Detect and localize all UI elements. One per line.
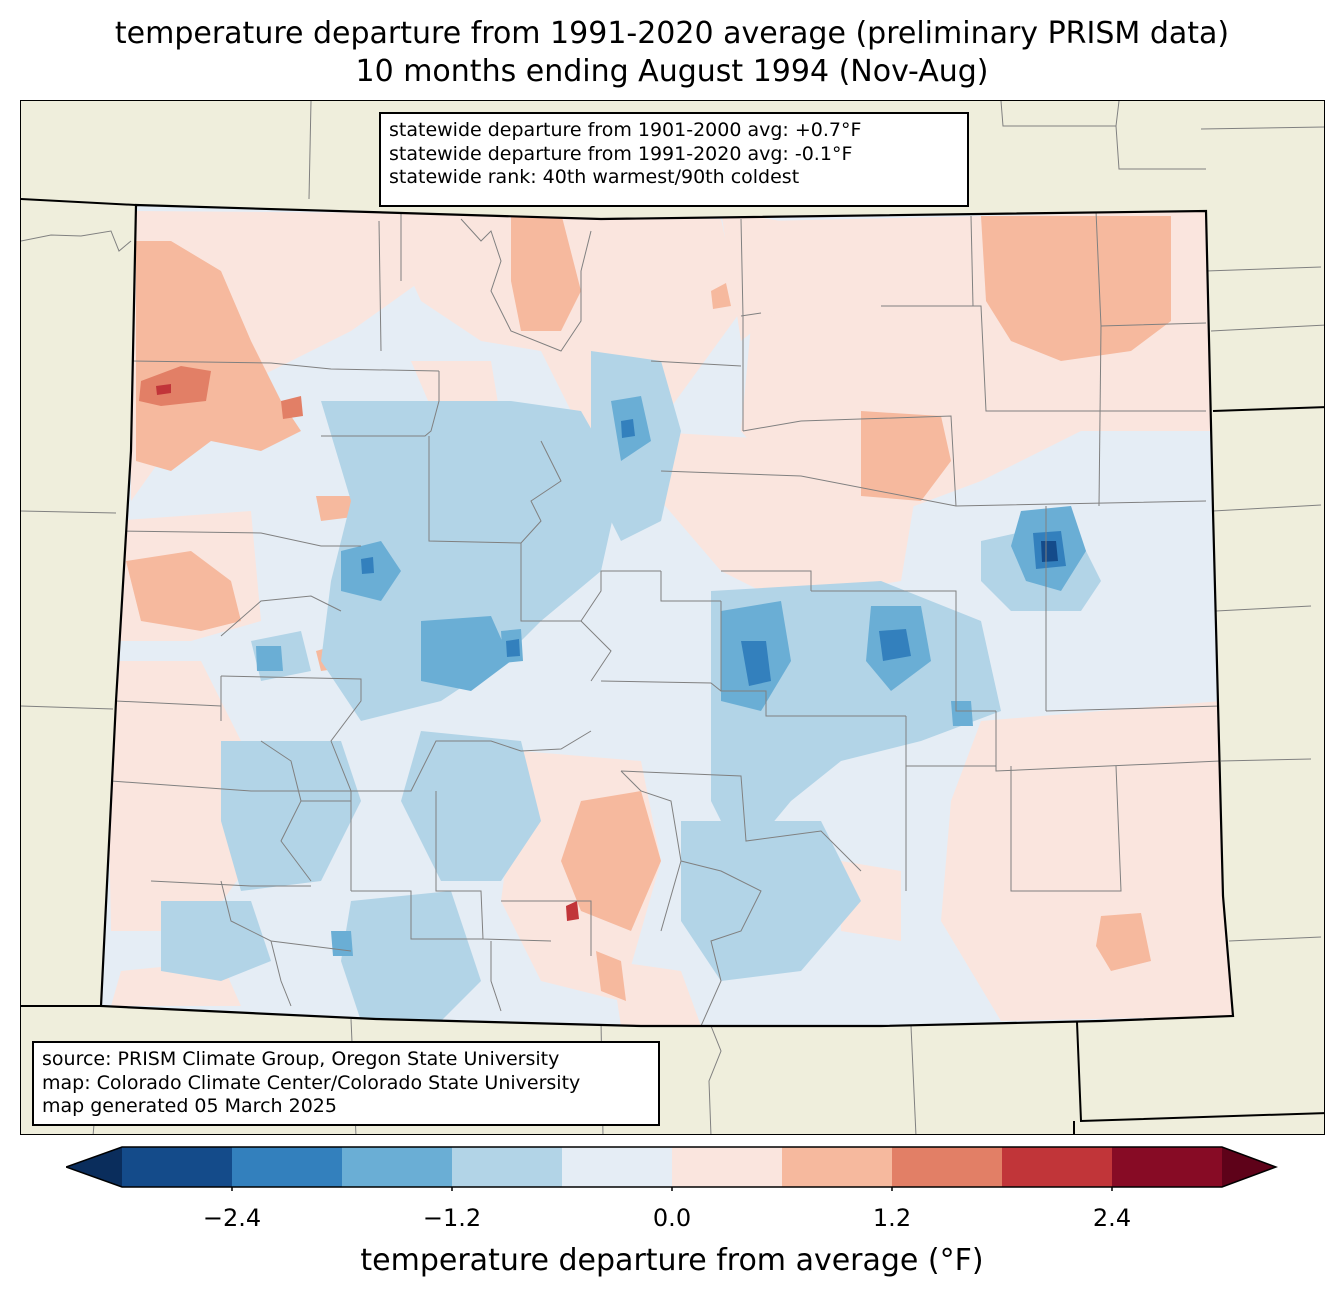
colorbar-segment — [892, 1147, 1002, 1187]
stats-departure-1991-2020: statewide departure from 1991-2020 avg: … — [389, 142, 853, 165]
colorbar-segment — [782, 1147, 892, 1187]
colorbar-tick-label: 1.2 — [872, 1204, 912, 1232]
statewide-stats-box: statewide departure from 1901-2000 avg: … — [379, 112, 969, 207]
colorbar-segment — [232, 1147, 342, 1187]
colorbar-tick-label: −2.4 — [202, 1204, 262, 1232]
map-title-line2: 10 months ending August 1994 (Nov-Aug) — [355, 54, 989, 89]
colorbar-segment — [1002, 1147, 1112, 1187]
map-title-line1: temperature departure from 1991-2020 ave… — [114, 16, 1230, 51]
source-credits-box: source: PRISM Climate Group, Oregon Stat… — [32, 1041, 660, 1126]
colorbar-label: temperature departure from average (°F) — [360, 1243, 984, 1278]
colorado-state-border — [99, 203, 1235, 1028]
colorado-map — [21, 101, 1324, 1134]
colorbar-segment — [342, 1147, 452, 1187]
colorbar-tick-label: 0.0 — [652, 1204, 692, 1232]
colorbar-tick-label: −1.2 — [422, 1204, 482, 1232]
colorbar-over-extension — [1222, 1147, 1276, 1187]
colorbar — [66, 1146, 1278, 1191]
map-credit-line: map: Colorado Climate Center/Colorado St… — [42, 1071, 581, 1094]
neighbor-state-borders — [21, 198, 1324, 1134]
stats-rank: statewide rank: 40th warmest/90th coldes… — [389, 166, 800, 188]
colorbar-outline — [66, 1146, 1278, 1188]
colorbar-segment — [562, 1147, 672, 1187]
colorbar-segment — [122, 1147, 232, 1187]
colorbar-segment — [672, 1147, 782, 1187]
stats-departure-1901-2000: statewide departure from 1901-2000 avg: … — [389, 119, 862, 141]
temperature-departure-field — [101, 205, 1233, 1026]
colorbar-segment — [1112, 1147, 1222, 1187]
colorbar-tick-label: 2.4 — [1092, 1204, 1132, 1232]
map-panel: statewide departure from 1901-2000 avg: … — [20, 100, 1325, 1135]
map-generated-line: map generated 05 March 2025 — [42, 1095, 337, 1117]
colorbar-under-extension — [66, 1147, 122, 1187]
source-line: source: PRISM Climate Group, Oregon Stat… — [42, 1048, 560, 1070]
colorbar-segment — [452, 1147, 562, 1187]
county-borders — [110, 210, 1222, 1026]
